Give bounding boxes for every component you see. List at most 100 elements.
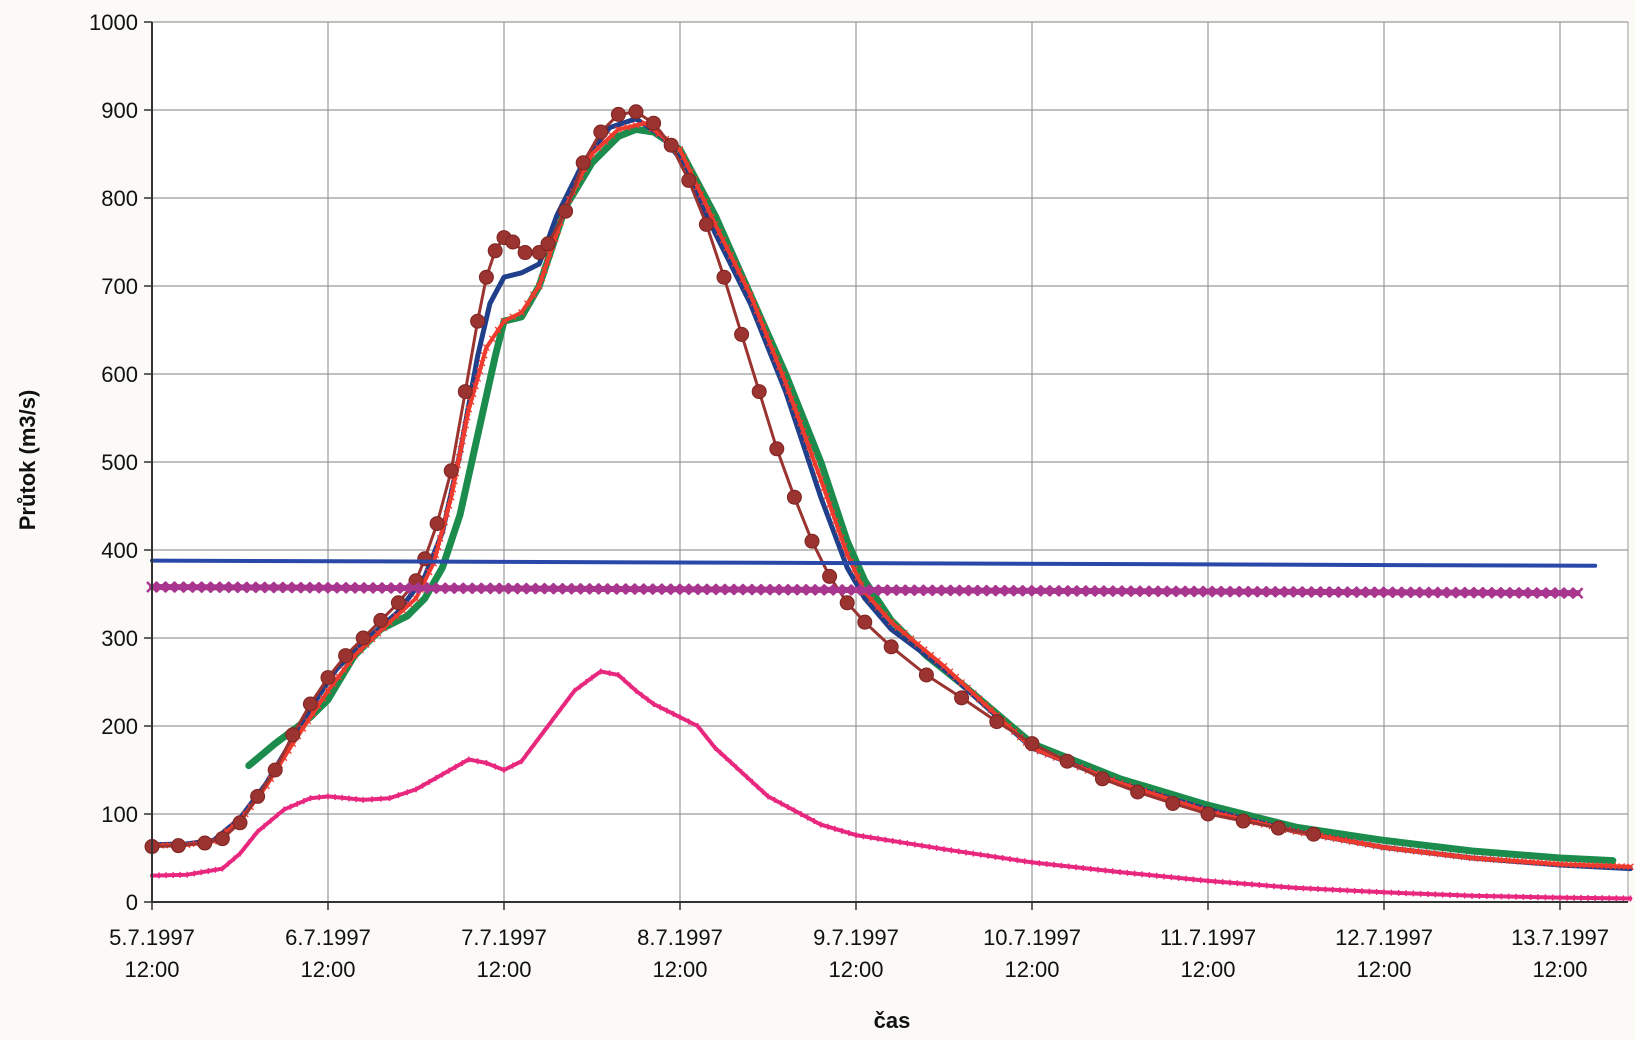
data-point — [390, 595, 406, 611]
data-point — [449, 485, 457, 493]
data-point — [680, 153, 687, 161]
data-point — [1292, 586, 1304, 598]
data-point — [1273, 585, 1286, 598]
data-point — [1048, 584, 1061, 597]
data-point — [922, 584, 934, 597]
data-point — [832, 517, 839, 525]
data-point — [727, 252, 735, 260]
data-point — [561, 582, 573, 595]
x-tick-label-time: 12:00 — [1532, 957, 1587, 982]
data-point — [479, 582, 492, 595]
data-point — [949, 584, 961, 597]
data-point — [994, 584, 1007, 597]
data-point — [1075, 585, 1088, 597]
data-point — [874, 603, 882, 611]
data-point — [443, 582, 456, 595]
data-point — [1165, 585, 1178, 598]
data-point — [425, 568, 433, 576]
data-point — [1328, 586, 1340, 598]
data-point — [952, 673, 960, 681]
data-point — [964, 684, 971, 692]
data-point — [739, 275, 747, 283]
data-point — [1373, 586, 1385, 599]
data-point — [723, 244, 731, 252]
data-point — [823, 492, 831, 500]
data-point — [1582, 861, 1590, 869]
data-point — [1492, 856, 1500, 864]
data-point — [1219, 585, 1232, 598]
data-point — [894, 624, 902, 632]
data-point — [790, 403, 798, 411]
data-point — [698, 216, 714, 232]
data-point — [1093, 585, 1106, 597]
data-point — [1066, 585, 1079, 597]
data-point — [1500, 856, 1508, 864]
data-point — [1508, 586, 1521, 599]
data-point — [1255, 585, 1268, 598]
data-point — [683, 161, 691, 169]
data-point — [517, 245, 533, 261]
data-point — [302, 696, 318, 712]
data-point — [1626, 863, 1634, 871]
data-point — [1535, 587, 1548, 599]
data-point — [1210, 585, 1223, 598]
data-point — [374, 629, 382, 637]
data-point — [434, 543, 442, 551]
y-tick-label: 500 — [101, 450, 138, 475]
data-point — [768, 583, 781, 596]
data-point — [443, 510, 451, 518]
y-tick-label: 700 — [101, 274, 138, 299]
data-point — [304, 717, 312, 725]
data-point — [610, 106, 626, 122]
data-point — [913, 584, 925, 597]
data-point — [1388, 844, 1396, 852]
data-point — [1420, 848, 1428, 856]
data-point — [756, 315, 764, 323]
data-point — [353, 581, 366, 594]
data-point — [1404, 846, 1412, 854]
data-point — [308, 581, 321, 594]
data-point — [646, 115, 662, 131]
data-point — [1516, 857, 1524, 865]
data-point — [732, 583, 745, 596]
data-point — [793, 411, 801, 419]
data-point — [1156, 585, 1169, 598]
data-point — [632, 121, 640, 129]
data-point — [1436, 850, 1444, 858]
data-point — [272, 581, 285, 594]
data-point — [822, 568, 838, 584]
data-point — [474, 374, 482, 382]
data-point — [471, 382, 479, 390]
x-tick-label-time: 12:00 — [652, 957, 707, 982]
data-point — [1574, 861, 1582, 869]
data-point — [227, 581, 240, 594]
data-point — [1591, 862, 1599, 869]
data-point — [719, 236, 727, 244]
data-point — [1192, 585, 1205, 598]
data-point — [465, 405, 473, 413]
data-point — [373, 612, 389, 628]
data-point — [546, 250, 554, 258]
series-7 — [146, 581, 1584, 600]
data-point — [876, 584, 889, 597]
data-point — [462, 421, 470, 429]
data-point — [1084, 585, 1097, 597]
data-point — [1499, 586, 1512, 599]
data-point — [746, 291, 754, 299]
data-point — [263, 581, 276, 594]
data-point — [476, 367, 484, 375]
y-tick-label: 1000 — [89, 10, 138, 35]
data-point — [750, 583, 763, 596]
data-point — [1396, 845, 1404, 853]
data-point — [799, 427, 807, 435]
data-point — [267, 762, 283, 778]
data-point — [1562, 587, 1575, 599]
data-point — [1147, 585, 1160, 598]
data-point — [416, 582, 429, 595]
data-point — [1540, 859, 1548, 867]
data-point — [1484, 855, 1492, 863]
data-point — [1264, 585, 1277, 598]
data-point — [356, 646, 364, 654]
data-point — [1024, 736, 1040, 752]
data-point — [1324, 833, 1332, 841]
